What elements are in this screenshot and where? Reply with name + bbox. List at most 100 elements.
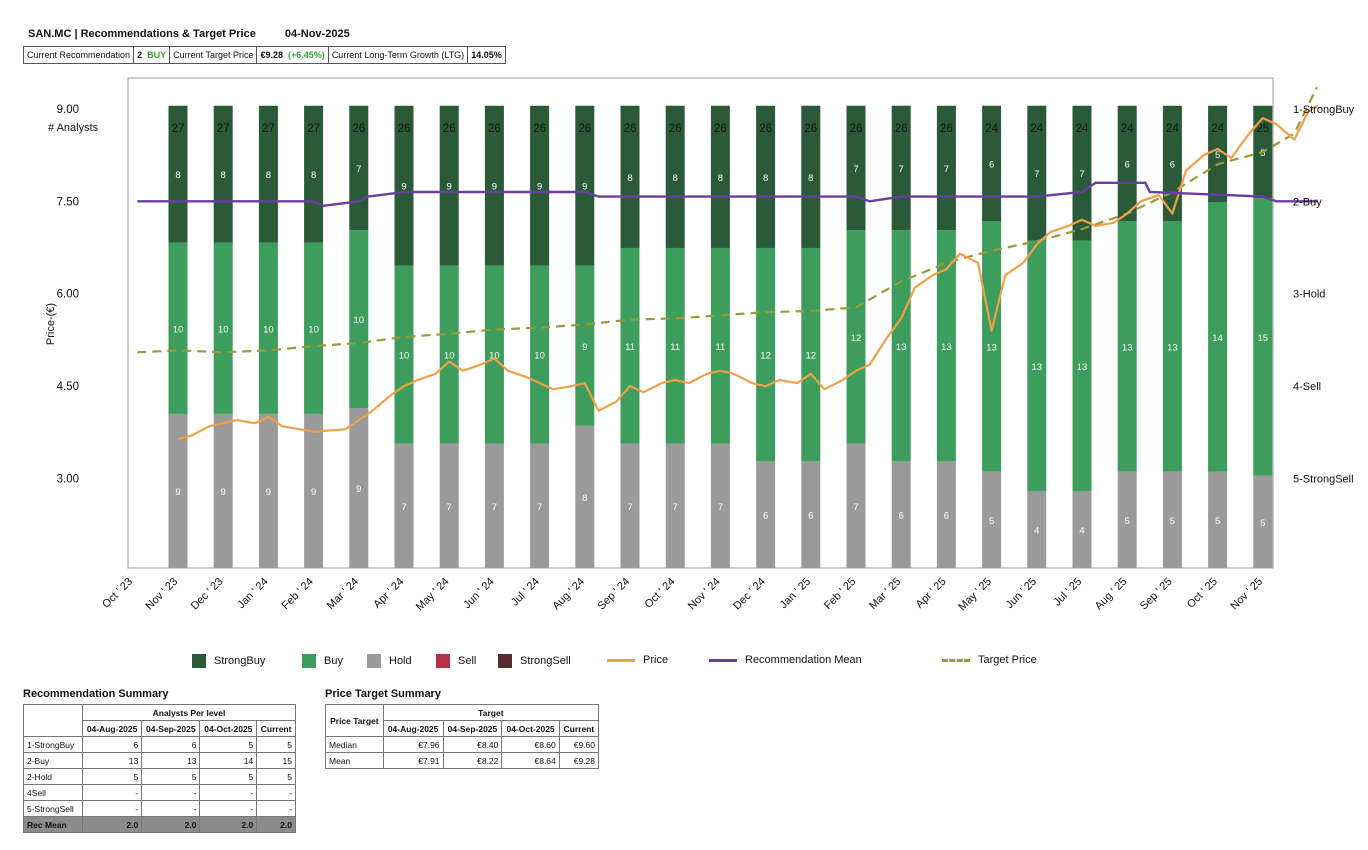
row-label: 5-StrongSell — [23, 800, 83, 817]
bar-hold — [439, 443, 459, 568]
bar-label: 7 — [944, 164, 949, 175]
legend-swatch — [367, 654, 381, 668]
table-row: Mean €7.91 €8.22 €8.64 €9.28 — [325, 752, 600, 769]
bar-hold — [1162, 471, 1182, 568]
col-header: 04-Sep-2025 — [141, 720, 201, 737]
analyst-count: 26 — [714, 123, 727, 135]
bar-label: 8 — [311, 170, 316, 181]
analyst-count: 24 — [1121, 123, 1134, 135]
bar-strongbuy — [982, 105, 1002, 222]
legend-line — [607, 658, 635, 662]
bar-strongbuy — [801, 105, 821, 248]
x-tick-label: Jan ' 25 — [778, 576, 813, 611]
y-axis-label: Price-(€) — [45, 303, 57, 345]
bar-strongbuy — [575, 105, 595, 266]
bar-buy — [349, 230, 369, 408]
bar-label: 7 — [1079, 169, 1084, 180]
x-tick-label: Jun ' 25 — [1004, 576, 1039, 611]
bar-label: 9 — [175, 487, 180, 498]
bar-strongbuy — [1072, 105, 1092, 241]
analyst-count: 24 — [1030, 123, 1043, 135]
analyst-count: 26 — [669, 123, 682, 135]
bar-label: 12 — [851, 333, 862, 344]
bar-buy — [1253, 198, 1273, 476]
bar-label: 6 — [944, 511, 949, 522]
analyst-count: 26 — [578, 123, 591, 135]
legend-price: Price — [607, 654, 668, 666]
analyst-count: 26 — [443, 123, 456, 135]
rec-level-label: 2-Buy — [1293, 196, 1322, 208]
bar-hold — [484, 443, 504, 568]
recommendations-chart: 9 10 8 27 9 10 8 27 9 10 8 27 9 10 8 27 9 10 7 26 7 10 9 26 7 10 9… — [45, 77, 1355, 613]
bar-label: 11 — [715, 342, 725, 353]
col-header: 04-Sep-2025 — [442, 720, 503, 737]
table-row: 2-Hold 5 5 5 5 — [23, 768, 296, 785]
x-tick-label: Mar ' 25 — [867, 576, 903, 612]
pt-row-header: Price Target — [325, 704, 384, 737]
legend-hold: Hold — [367, 654, 412, 668]
bar-label: 8 — [718, 173, 723, 184]
bar-label: 9 — [356, 484, 361, 495]
bar-label: 10 — [218, 324, 229, 335]
x-tick-label: Nov ' 25 — [1228, 576, 1265, 613]
legend-dash — [942, 658, 970, 662]
current-rec-text: BUY — [147, 50, 167, 60]
table-row: Median €7.96 €8.40 €8.60 €9.60 — [325, 736, 600, 753]
x-tick-label: Oct ' 25 — [1185, 576, 1220, 611]
bar-strongbuy — [439, 105, 459, 266]
y-tick-label: 6.00 — [57, 289, 79, 301]
bar-buy — [756, 247, 776, 462]
rec-level-label: 4-Sell — [1293, 381, 1321, 393]
current-info-bar: Current Recommendation 2 BUY Current Tar… — [22, 46, 506, 64]
bar-label: 13 — [1077, 362, 1088, 373]
legend-swatch — [498, 654, 512, 668]
bar-label: 11 — [670, 342, 680, 353]
bar-hold — [575, 425, 595, 568]
x-tick-label: Oct ' 24 — [642, 576, 677, 611]
legend-buy: Buy — [302, 654, 343, 668]
bar-buy — [1072, 240, 1092, 491]
bar-label: 6 — [763, 511, 768, 522]
bar-label: 10 — [354, 315, 365, 326]
bar-strongbuy — [1027, 105, 1047, 241]
rec-summary-table: Analysts Per level 04-Aug-2025 04-Sep-20… — [23, 704, 296, 833]
bar-buy — [710, 247, 730, 444]
bar-buy — [665, 247, 685, 444]
bar-hold — [1072, 490, 1092, 568]
bar-buy — [620, 247, 640, 444]
bar-hold — [936, 461, 956, 568]
price-line — [177, 104, 1318, 441]
rec-mean-row: Rec Mean 2.0 2.0 2.0 2.0 — [23, 816, 296, 833]
analyst-count: 26 — [759, 123, 772, 135]
bar-label: 5 — [1260, 518, 1265, 529]
bar-hold — [710, 443, 730, 568]
rec-summary-corner — [23, 704, 83, 737]
pt-summary-table: Price Target Target 04-Aug-2025 04-Sep-2… — [325, 704, 600, 769]
bar-label: 5 — [1215, 150, 1220, 161]
bar-strongbuy — [665, 105, 685, 248]
col-header: 04-Aug-2025 — [382, 720, 444, 737]
table-row: 5-StrongSell - - - - — [23, 800, 296, 817]
bar-buy — [258, 242, 278, 414]
bar-strongbuy — [304, 105, 324, 243]
bar-buy — [891, 230, 911, 462]
bar-strongbuy — [756, 105, 776, 248]
bar-label: 10 — [489, 351, 500, 362]
legend-line — [709, 658, 737, 662]
bar-label: 8 — [175, 170, 180, 181]
rec-summary-title: Recommendation Summary — [23, 688, 169, 700]
legend-strongbuy: StrongBuy — [192, 654, 265, 668]
bar-label: 13 — [896, 342, 907, 353]
bar-label: 8 — [808, 173, 813, 184]
bar-hold — [304, 413, 324, 568]
bar-label: 9 — [582, 342, 587, 353]
bar-label: 10 — [308, 324, 319, 335]
bar-label: 6 — [808, 511, 813, 522]
legend-strongsell: StrongSell — [498, 654, 571, 668]
current-ltg-label: Current Long-Term Growth (LTG) — [327, 46, 469, 64]
bar-label: 7 — [899, 164, 904, 175]
row-label: Median — [325, 736, 384, 753]
rec-mean-line — [137, 181, 1317, 208]
bar-label: 8 — [582, 493, 587, 504]
bar-hold — [891, 461, 911, 568]
